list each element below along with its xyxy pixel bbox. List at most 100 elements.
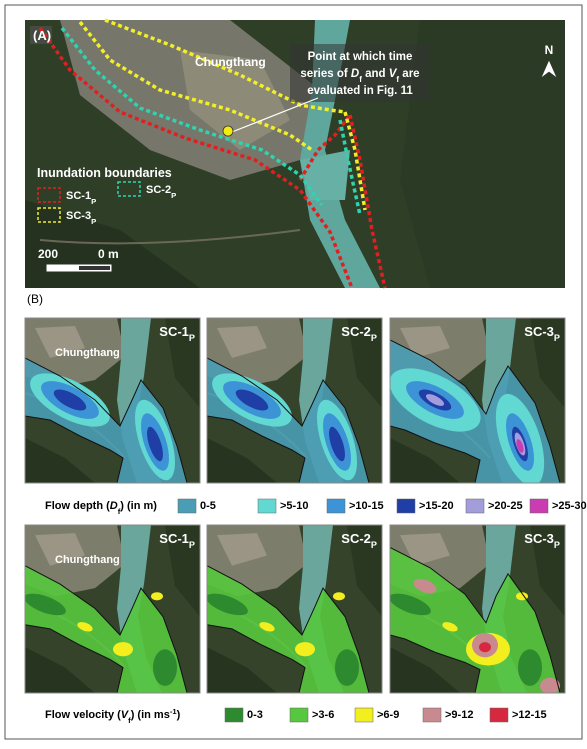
boundary-line [343, 111, 367, 211]
flow-zone [295, 642, 315, 657]
panel-border [206, 317, 383, 484]
text-part: f [396, 75, 399, 84]
leader-line [231, 97, 319, 133]
panel-border [24, 524, 201, 694]
flow-zone [425, 394, 445, 406]
legends: Flow depth (Df) (in m) 0-5 >5-10 >10-15 >15-… [45, 498, 587, 725]
flow-zone [540, 677, 560, 693]
panel-label: (B) [27, 292, 43, 306]
legend-swatch [289, 707, 309, 723]
scale-bar [79, 266, 110, 270]
text-part: evaluated in Fig. 11 [307, 85, 413, 97]
boundary-line [338, 119, 362, 216]
flow-boundary [390, 546, 561, 693]
place-label: Chungthang [195, 55, 266, 69]
flow-zone [259, 622, 275, 632]
flow-zone [329, 426, 345, 462]
inundation-boundaries [38, 18, 387, 289]
scenario-map [207, 525, 382, 693]
frame [4, 4, 583, 740]
annotation: Point at which time series of Df and Vf a… [300, 51, 419, 97]
text-part: SC-3 [524, 324, 554, 339]
text-part: SC-3 [524, 531, 554, 546]
legend-swatch [465, 498, 485, 514]
legend-label: >5-10 [280, 500, 308, 512]
text-part: P [189, 540, 195, 550]
text-part: SC-1 [66, 190, 91, 202]
legend-label: >10-15 [349, 500, 384, 512]
text-part: Flow depth ( [45, 500, 110, 512]
text-part: SC-2 [341, 531, 371, 546]
text-part: Point at which time [308, 51, 413, 63]
legend-label: SC-1P [66, 190, 96, 206]
text-part: P [189, 333, 195, 343]
legend-swatch [224, 707, 244, 723]
scenario-label: SC-1P [159, 324, 195, 343]
panel-label: (A) [33, 28, 51, 43]
scale-label: 200 [38, 247, 58, 261]
legend-swatch [326, 498, 346, 514]
text-part: Flow velocity ( [45, 709, 121, 721]
text-part: V [389, 68, 398, 80]
legend-swatch [117, 181, 141, 197]
scenario-map [25, 525, 200, 693]
north-label: N [545, 43, 554, 57]
boundary-line [348, 114, 387, 289]
text-part: D [110, 500, 118, 512]
text-part: P [554, 333, 560, 343]
text-part: ) (in ms [131, 709, 170, 721]
legend-swatch [354, 707, 374, 723]
legend-swatch [489, 707, 509, 723]
text-part: D [351, 68, 359, 80]
flow-zone [147, 426, 163, 462]
boundary-line [38, 26, 354, 289]
text-part: SC-2 [146, 184, 171, 196]
scenario-label: SC-2P [341, 324, 377, 343]
text-part: f [118, 507, 121, 516]
legend-swatch [529, 498, 549, 514]
evaluation-point [222, 125, 234, 137]
legend-label: 0-5 [200, 500, 216, 512]
scenario-map [207, 318, 382, 483]
flow-boundary [207, 357, 370, 483]
text-part: P [371, 333, 377, 343]
flow-zone [113, 642, 133, 657]
flow-zone [25, 593, 66, 616]
legend-label: >20-25 [488, 500, 523, 512]
north-arrow [540, 59, 558, 79]
scenario-label: SC-3P [524, 531, 560, 550]
panel-border [24, 317, 201, 484]
text-part: P [171, 191, 176, 200]
flow-boundary [207, 565, 370, 693]
legend-label: >12-15 [512, 709, 547, 721]
legend-title: Inundation boundaries [37, 166, 172, 180]
legend-label: SC-2P [146, 184, 176, 200]
text-part: SC-2 [341, 324, 371, 339]
flow-zone [235, 389, 269, 411]
text-part: -1 [170, 707, 178, 716]
legend-label: >25-30 [552, 500, 587, 512]
place-label: Chungthang [55, 554, 120, 566]
text-part: P [371, 540, 377, 550]
text-part: SC-3 [66, 210, 91, 222]
text-part: P [91, 217, 96, 226]
legend-title: Flow velocity (Vf) (in ms-1) [45, 707, 181, 725]
flow-zone [390, 593, 431, 616]
boundary-line [298, 113, 352, 181]
panel-border [206, 524, 383, 694]
flow-zone [518, 649, 542, 686]
legend-swatch [37, 187, 61, 203]
flow-zone [442, 622, 458, 632]
scenario-map [390, 318, 565, 483]
flow-boundary [25, 565, 188, 693]
flow-zone [516, 439, 524, 453]
flow-zone [77, 622, 93, 632]
annotation-line: series of Df and Vf are [300, 68, 419, 84]
flow-zone [53, 389, 87, 411]
boundary-line [78, 20, 313, 152]
legend-swatch [257, 498, 277, 514]
annotation-line: Point at which time [308, 51, 413, 63]
